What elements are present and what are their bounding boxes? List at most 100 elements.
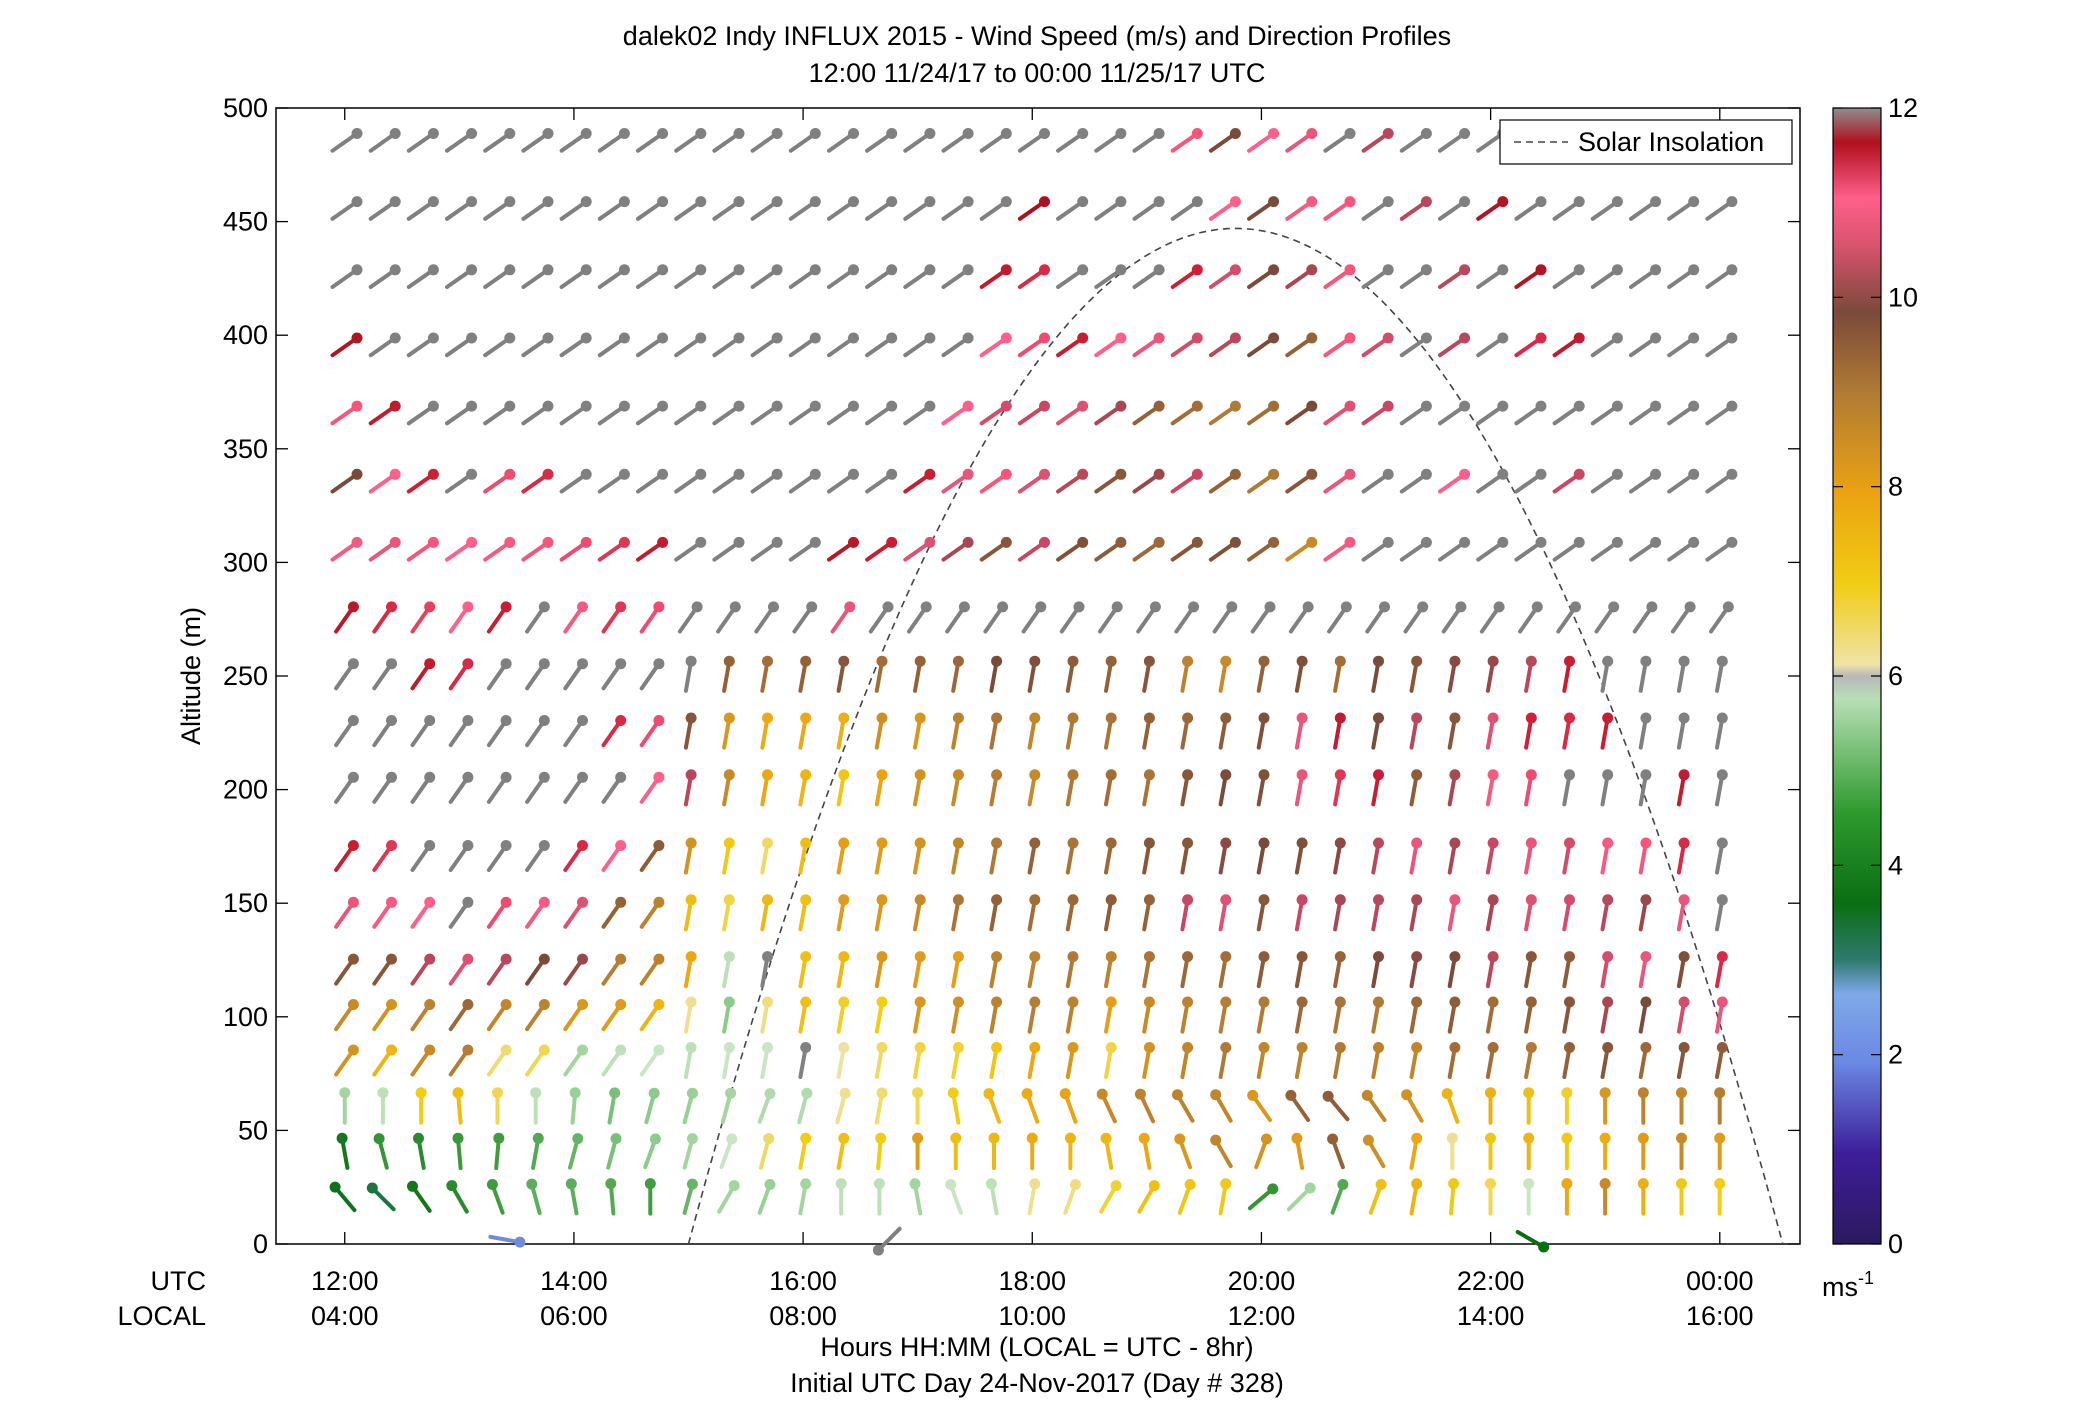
- wind-vector: [372, 953, 397, 986]
- wind-head: [1485, 1087, 1496, 1099]
- wind-vector: [874, 837, 888, 875]
- wind-head: [800, 712, 812, 724]
- wind-head: [1637, 1087, 1649, 1099]
- wind-vector: [1208, 196, 1241, 221]
- wind-vector: [1361, 332, 1394, 358]
- wind-vector: [1170, 536, 1203, 562]
- wind-vector: [913, 712, 926, 750]
- wind-vector: [836, 655, 850, 693]
- wind-head: [1039, 196, 1050, 208]
- wind-head: [538, 953, 550, 965]
- wind-head: [1229, 196, 1241, 208]
- wind-head: [952, 951, 964, 963]
- wind-head: [466, 196, 478, 208]
- wind-head: [882, 601, 894, 613]
- wind-vector: [1218, 996, 1232, 1034]
- wind-vector: [1098, 601, 1123, 634]
- wind-vector: [1715, 655, 1728, 693]
- wind-vector: [639, 658, 665, 691]
- wind-vector: [1017, 332, 1050, 358]
- wind-head: [347, 715, 359, 726]
- wind-head: [962, 332, 974, 344]
- wind-vector: [605, 1178, 617, 1216]
- wind-head: [653, 999, 665, 1010]
- wind-vector: [644, 1178, 656, 1216]
- wind-head: [1306, 400, 1318, 412]
- wind-vector: [1210, 1134, 1233, 1169]
- wind-head: [838, 655, 850, 667]
- wind-vector: [798, 951, 812, 989]
- wind-vector: [445, 332, 478, 358]
- wind-head: [339, 1087, 351, 1099]
- wind-head: [1493, 601, 1505, 613]
- wind-vector: [835, 1087, 851, 1125]
- wind-vector: [521, 536, 554, 562]
- wind-vector: [1323, 468, 1356, 494]
- wind-vector: [1600, 894, 1614, 932]
- wind-vector: [1447, 894, 1461, 932]
- wind-head: [466, 400, 478, 412]
- wind-head: [407, 1180, 418, 1192]
- wind-vector: [521, 332, 554, 358]
- y-tick-label: 350: [223, 434, 268, 464]
- wind-vector: [486, 1179, 505, 1215]
- wind-vector: [827, 536, 859, 562]
- wind-head: [609, 1087, 621, 1099]
- wind-vector: [1523, 1178, 1535, 1216]
- wind-vector: [750, 400, 783, 426]
- wind-vector: [989, 837, 1003, 875]
- wind-vector: [1638, 951, 1652, 989]
- y-tick-label: 450: [223, 207, 268, 237]
- wind-vector: [1104, 951, 1117, 989]
- wind-head: [1487, 951, 1499, 963]
- wind-vector: [1399, 536, 1432, 562]
- wind-vector: [406, 468, 439, 494]
- x-row-label-local: LOCAL: [117, 1301, 206, 1331]
- wind-vector: [525, 771, 550, 804]
- wind-vector: [865, 468, 898, 494]
- wind-head: [427, 332, 439, 344]
- wind-head: [1264, 601, 1276, 613]
- wind-vector: [1323, 536, 1356, 562]
- wind-head: [1523, 1087, 1535, 1099]
- wind-vector: [607, 1087, 621, 1125]
- wind-head: [1640, 769, 1652, 781]
- wind-head: [1497, 196, 1509, 208]
- wind-vector: [1094, 332, 1127, 358]
- wind-head: [1182, 769, 1194, 781]
- wind-head: [1449, 837, 1461, 849]
- wind-vector: [941, 128, 974, 153]
- wind-vector: [1285, 196, 1318, 221]
- wind-vector: [1056, 400, 1089, 426]
- wind-head: [1459, 332, 1471, 344]
- wind-head: [1487, 837, 1499, 849]
- wind-vector: [903, 196, 936, 221]
- wind-head: [542, 128, 554, 139]
- wind-head: [500, 999, 512, 1010]
- wind-vector: [1218, 712, 1232, 750]
- wind-head: [504, 468, 516, 480]
- wind-head: [618, 128, 630, 139]
- wind-vector: [788, 264, 821, 289]
- wind-vector: [636, 128, 669, 153]
- wind-head: [952, 655, 964, 667]
- wind-vector: [372, 771, 397, 804]
- wind-head: [723, 951, 735, 963]
- wind-vector: [1208, 400, 1241, 426]
- y-tick-label: 100: [223, 1002, 268, 1032]
- wind-head: [466, 264, 478, 276]
- wind-vector: [1362, 1134, 1386, 1169]
- wind-vector: [1638, 1042, 1652, 1079]
- wind-head: [1382, 264, 1394, 276]
- wind-head: [848, 264, 859, 276]
- wind-vector: [597, 128, 630, 153]
- wind-vector: [1104, 655, 1117, 693]
- wind-head: [695, 196, 707, 208]
- wind-head: [1487, 894, 1499, 906]
- wind-vector: [1065, 996, 1079, 1034]
- wind-head: [848, 468, 859, 480]
- wind-head: [733, 468, 745, 480]
- wind-vector: [410, 601, 436, 634]
- wind-head: [872, 1244, 884, 1256]
- wind-vector: [1021, 1088, 1040, 1124]
